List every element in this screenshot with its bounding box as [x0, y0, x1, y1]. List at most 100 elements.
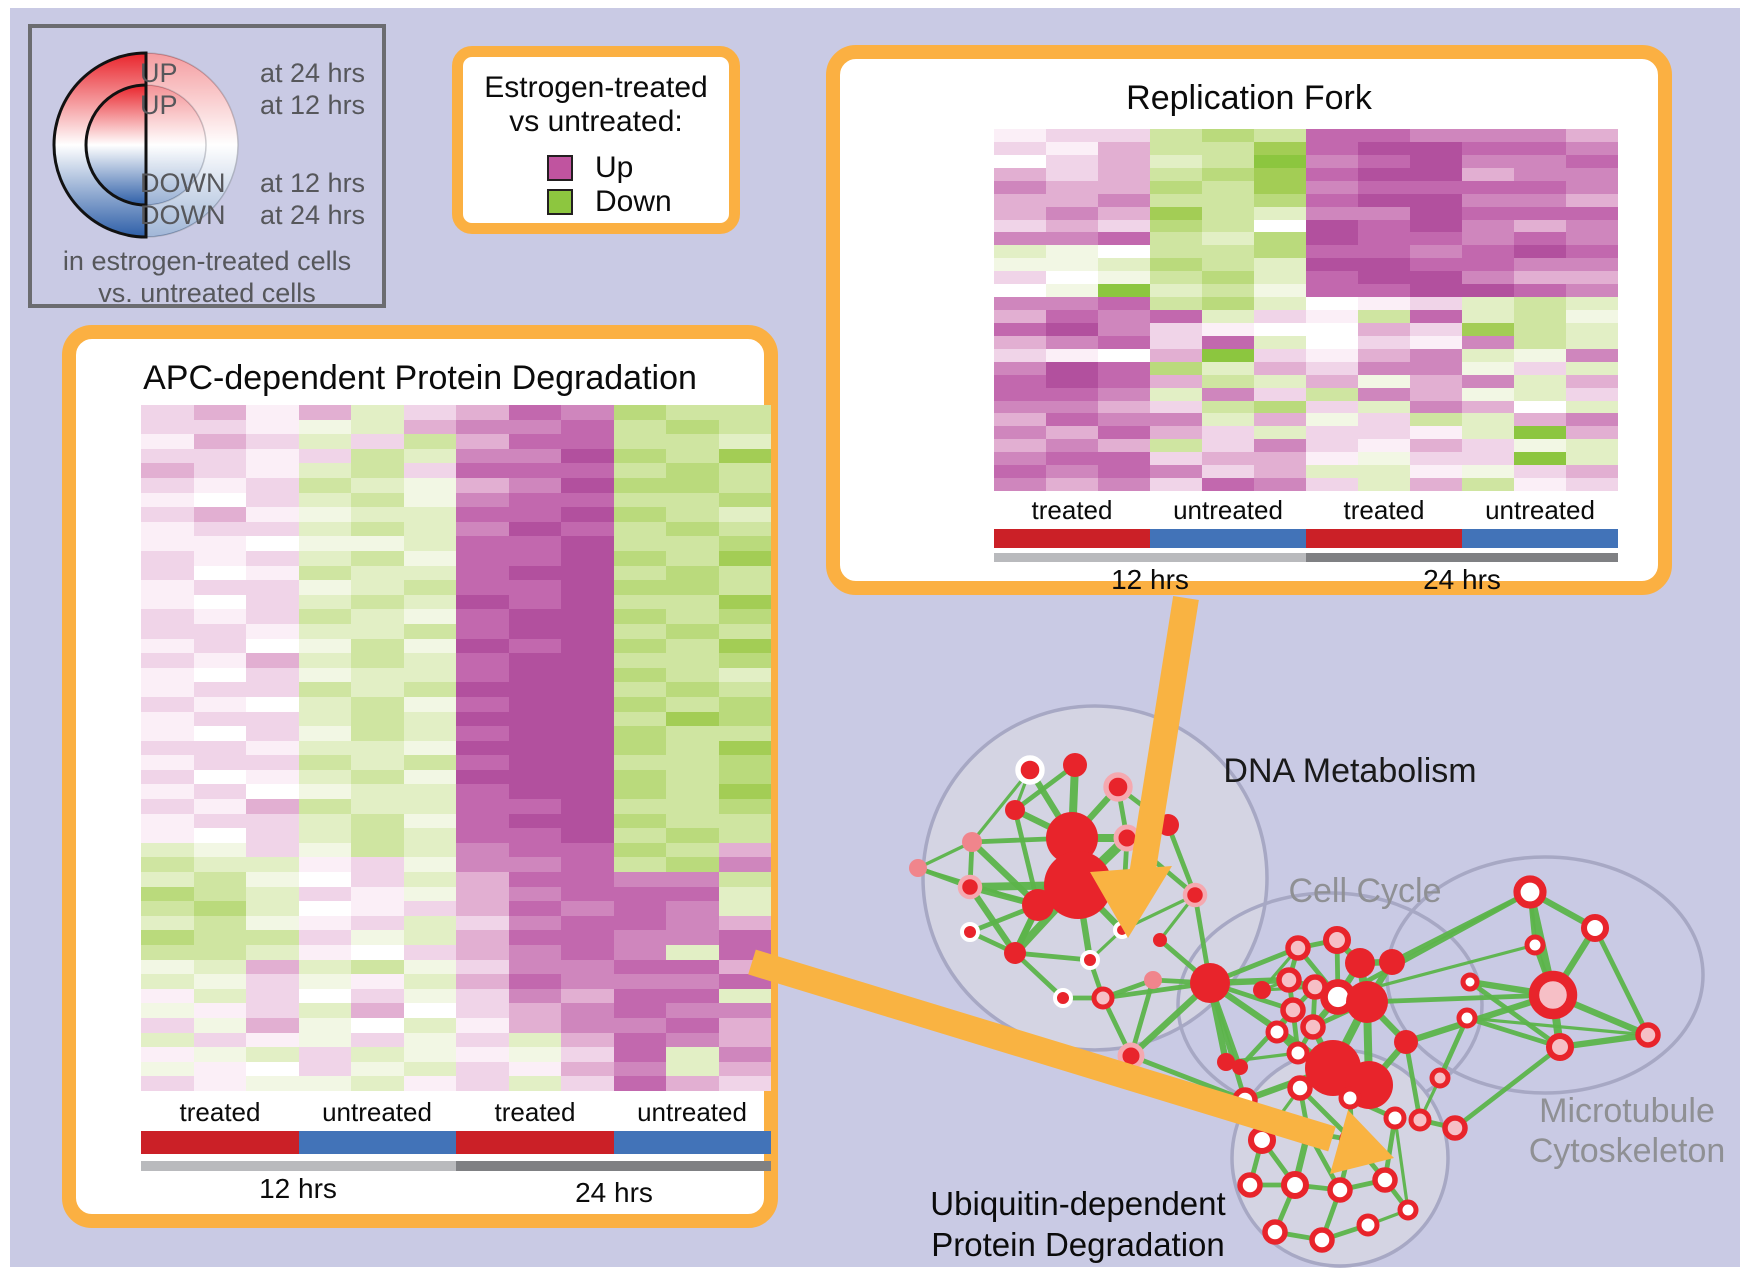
- heatmap-cell: [298, 638, 351, 654]
- heatmap-cell: [456, 580, 509, 595]
- heatmap-cell: [561, 536, 614, 551]
- heatmap-cell: [456, 930, 509, 946]
- heatmap-cell: [246, 769, 299, 785]
- heatmap-cell: [1566, 206, 1618, 220]
- heatmap-cell: [718, 784, 771, 800]
- heatmap-cell: [1410, 465, 1462, 479]
- heatmap-cell: [246, 784, 299, 800]
- heatmap-cell: [1514, 245, 1566, 259]
- heatmap-cell: [298, 419, 351, 435]
- heatmap-cell: [1514, 154, 1566, 168]
- heatmap-cell: [1462, 348, 1514, 362]
- heatmap-cell: [1514, 180, 1566, 194]
- heatmap-cell: [1462, 478, 1514, 491]
- heatmap-cell: [456, 784, 509, 800]
- heatmap-cell: [403, 901, 456, 916]
- heatmap-cell: [1254, 439, 1306, 453]
- apc-bar-treated-24: [456, 1131, 614, 1154]
- heatmap-cell: [403, 799, 456, 814]
- heatmap-cell: [1098, 284, 1150, 298]
- heatmap-cell: [246, 1047, 299, 1062]
- apc-title: APC-dependent Protein Degradation: [143, 359, 697, 397]
- heatmap-cell: [246, 974, 299, 989]
- heatmap-cell: [613, 813, 666, 829]
- heatmap-cell: [351, 1047, 404, 1062]
- heatmap-cell: [456, 536, 509, 551]
- heatmap-cell: [141, 1076, 194, 1091]
- heatmap-cell: [246, 1032, 299, 1048]
- heatmap-cell: [1306, 439, 1358, 453]
- heatmap-cell: [193, 594, 246, 610]
- heatmap-cell: [508, 696, 561, 712]
- direction-legend-title: Estrogen-treated vs untreated:: [463, 71, 729, 139]
- heatmap-cell: [193, 930, 246, 946]
- heatmap-cell: [298, 653, 351, 668]
- heatmap-cell: [994, 219, 1046, 233]
- heatmap-cell: [1358, 245, 1410, 259]
- heatmap-cell: [613, 959, 666, 975]
- heatmap-cell: [246, 565, 299, 581]
- heatmap-cell: [298, 507, 351, 522]
- heatmap-cell: [246, 945, 299, 960]
- direction-legend-title-line1: Estrogen-treated: [484, 71, 708, 104]
- heatmap-cell: [1462, 167, 1514, 181]
- heatmap-cell: [298, 1047, 351, 1062]
- heatmap-cell: [718, 477, 771, 493]
- heatmap-cell: [1566, 284, 1618, 298]
- heatmap-cell: [351, 974, 404, 989]
- down-label: Down: [595, 185, 672, 218]
- heatmap-cell: [1410, 426, 1462, 440]
- heatmap-cell: [193, 769, 246, 785]
- heatmap-cell: [1254, 219, 1306, 233]
- heatmap-cell: [561, 755, 614, 770]
- heatmap-cell: [718, 872, 771, 887]
- heatmap-cell: [666, 799, 719, 814]
- heatmap-cell: [1046, 271, 1098, 285]
- heatmap-cell: [561, 726, 614, 741]
- heatmap-cell: [666, 1061, 719, 1077]
- heatmap-cell: [1098, 413, 1150, 427]
- heatmap-cell: [561, 623, 614, 639]
- heatmap-cell: [1150, 322, 1202, 336]
- heatmap-cell: [193, 1076, 246, 1091]
- heatmap-cell: [613, 434, 666, 449]
- heatmap-cell: [1306, 271, 1358, 285]
- heatmap-cell: [508, 536, 561, 551]
- heatmap-cell: [718, 886, 771, 902]
- heatmap-cell: [561, 594, 614, 610]
- heatmap-cell: [561, 857, 614, 873]
- heatmap-cell: [1410, 154, 1462, 168]
- heatmap-cell: [508, 740, 561, 756]
- heatmap-cell: [456, 799, 509, 814]
- heatmap-cell: [1566, 478, 1618, 491]
- heatmap-cell: [298, 813, 351, 829]
- heatmap-cell: [298, 930, 351, 946]
- heatmap-cell: [193, 609, 246, 624]
- heatmap-cell: [994, 413, 1046, 427]
- heatmap-cell: [1098, 452, 1150, 466]
- heatmap-cell: [1202, 284, 1254, 298]
- heatmap-cell: [1306, 297, 1358, 310]
- heatmap-cell: [193, 799, 246, 814]
- heatmap-cell: [1202, 348, 1254, 362]
- heatmap-cell: [1410, 322, 1462, 336]
- heatmap-cell: [456, 1003, 509, 1019]
- heatmap-cell: [456, 521, 509, 537]
- heatmap-cell: [298, 580, 351, 595]
- heatmap-cell: [1410, 245, 1462, 259]
- heatmap-cell: [351, 769, 404, 785]
- heatmap-cell: [1254, 322, 1306, 336]
- heatmap-cell: [1150, 245, 1202, 259]
- heatmap-cell: [1358, 219, 1410, 233]
- heatmap-cell: [456, 901, 509, 916]
- heatmap-cell: [508, 769, 561, 785]
- rf-bar-untreated-24: [1462, 529, 1618, 548]
- heatmap-cell: [1462, 129, 1514, 142]
- heatmap-cell: [1306, 310, 1358, 323]
- heatmap-cell: [456, 507, 509, 522]
- heatmap-cell: [666, 448, 719, 464]
- heatmap-cell: [1046, 141, 1098, 155]
- heatmap-cell: [141, 930, 194, 946]
- heatmap-cell: [666, 813, 719, 829]
- heatmap-cell: [456, 667, 509, 683]
